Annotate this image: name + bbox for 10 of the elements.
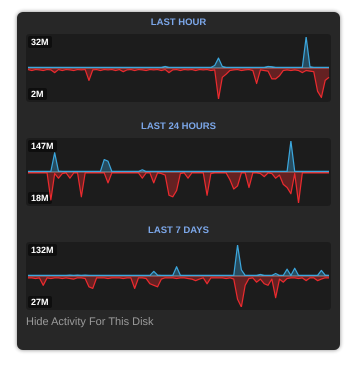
chart-title: LAST HOUR (150, 16, 208, 30)
annotation: 132M (28, 244, 57, 256)
text: Hide Activity For This Disk (26, 316, 154, 328)
annotation: 2M (28, 88, 47, 100)
chart-title: LAST 24 HOURS (140, 120, 217, 134)
chart-title: LAST 7 DAYS (147, 224, 210, 238)
annotation: 27M (28, 296, 52, 308)
annotation: 18M (28, 192, 52, 204)
annotation: 147M (28, 140, 57, 152)
annotation: 32M (28, 36, 52, 48)
